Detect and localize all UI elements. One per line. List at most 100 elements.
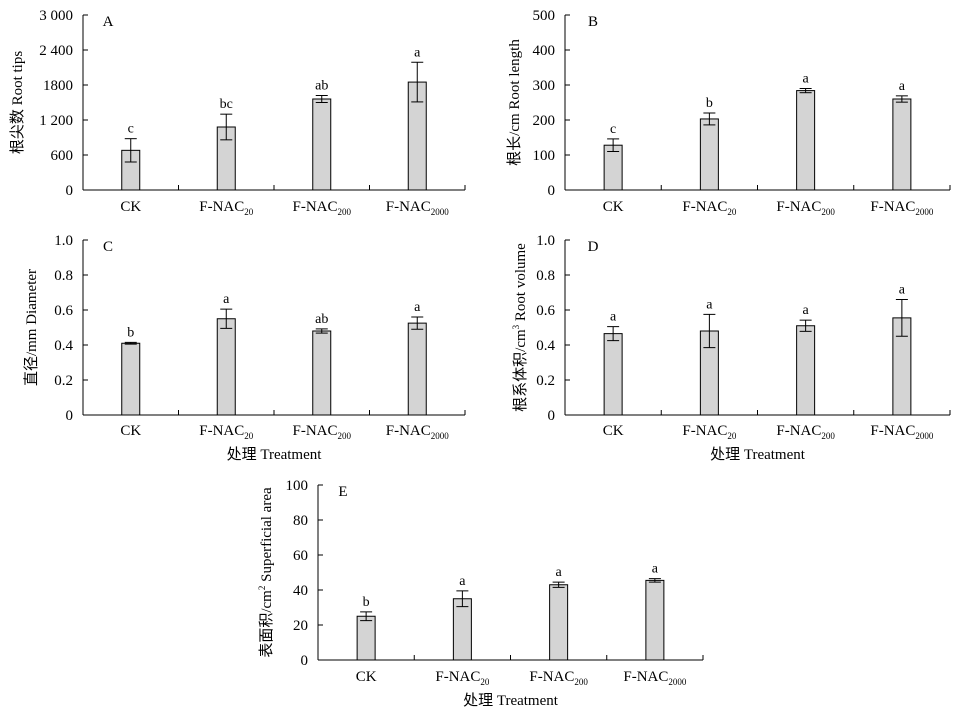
panel-b-category-label: F-NAC2000: [870, 199, 934, 217]
panel-d-category-label: F-NAC20: [682, 423, 737, 441]
panel-b-y-tick-label: 200: [533, 113, 556, 129]
panel-e-significance-letter: a: [459, 574, 466, 589]
panel-e-y-tick-label: 80: [293, 513, 308, 529]
panel-c-y-tick-label: 0.2: [54, 373, 73, 389]
panel-d-significance-letter: a: [610, 310, 617, 325]
panel-a-significance-letter: bc: [220, 97, 233, 112]
panel-d-y-tick-label: 1.0: [536, 233, 555, 249]
panel-b-y-axis-label: 根长/cm Root length: [506, 39, 523, 166]
panel-b-y-tick-label: 0: [548, 183, 556, 199]
panel-b-y-tick-label: 500: [533, 8, 556, 24]
panel-b-bar: [892, 98, 912, 191]
panel-d-y-tick-label: 0.8: [536, 268, 555, 284]
panel-e-bar: [549, 584, 569, 661]
panel-b-significance-letter: b: [706, 96, 713, 111]
panel-e-error-bar: [648, 578, 661, 583]
panel-d-y-tick-label: 0: [548, 408, 556, 424]
panel-e-y-tick-label: 0: [301, 653, 309, 669]
panel-b-category-label: F-NAC20: [682, 199, 737, 217]
panel-c-y-tick-label: 0.4: [54, 338, 73, 354]
panel-e-category-label: F-NAC20: [435, 669, 490, 687]
panel-b-y-tick-label: 400: [533, 43, 556, 59]
panel-e-bar: [645, 579, 665, 661]
panel-a-y-tick-label: 1800: [43, 78, 73, 94]
panel-c-bar: [312, 330, 332, 416]
panel-e-bar: [356, 615, 376, 661]
panel-b: 0 100 200 300 400 500 c CK b F-NAC20 a F-NAC200 a F-N…: [506, 8, 951, 217]
panel-c-significance-letter: a: [414, 300, 421, 315]
panel-e-error-bar: [456, 590, 469, 608]
panel-d-significance-letter: a: [706, 297, 713, 312]
panel-b-label: B: [588, 14, 598, 30]
panel-a-significance-letter: ab: [315, 79, 328, 94]
panel-c-error-bar: [411, 316, 424, 330]
panel-a: 0 600 1 200 1800 2 400 3 000 c CK bc F-NAC20 ab F-N…: [9, 8, 466, 217]
panel-c-y-axis-label: 直径/mm Diameter: [23, 269, 40, 386]
panel-e-significance-letter: b: [363, 595, 370, 610]
panel-d-y-tick-label: 0.4: [536, 338, 555, 354]
panel-b-error-bar: [895, 95, 908, 103]
panel-d-significance-letter: a: [899, 283, 906, 298]
panel-d-x-axis-label: 处理 Treatment: [710, 446, 806, 463]
panel-e-category-label: F-NAC200: [529, 669, 588, 687]
panel-e-category-label: F-NAC2000: [623, 669, 687, 687]
panel-a-y-tick-label: 600: [51, 148, 74, 164]
panel-c-y-tick-label: 0.6: [54, 303, 73, 319]
panel-b-bar: [699, 118, 719, 191]
panel-b-error-bar: [799, 88, 812, 94]
panel-d-error-bar: [895, 299, 908, 337]
panel-c-category-label: F-NAC200: [292, 423, 351, 441]
panel-b-error-bar: [607, 138, 620, 152]
panel-a-y-tick-label: 3 000: [39, 8, 73, 24]
panel-c-bar: [216, 318, 236, 416]
panel-c-y-tick-label: 1.0: [54, 233, 73, 249]
panel-a-y-tick-label: 0: [66, 183, 74, 199]
panel-b-y-tick-label: 300: [533, 78, 556, 94]
panel-b-error-bar: [703, 112, 716, 126]
panel-e-category-label: CK: [356, 669, 377, 685]
panel-a-error-bar: [124, 138, 137, 163]
panel-d-y-tick-label: 0.6: [536, 303, 555, 319]
panel-a-label: A: [103, 14, 114, 30]
panel-c-error-bar: [124, 341, 137, 345]
panel-d-category-label: F-NAC2000: [870, 423, 934, 441]
panel-c-label: C: [103, 239, 113, 255]
panel-d-error-bar: [703, 313, 716, 349]
panel-d-significance-letter: a: [803, 303, 810, 318]
panel-e-error-bar: [360, 611, 373, 622]
panel-d: 0 0.2 0.4 0.6 0.8 1.0 a CK a F-NAC20 a F-NAC200 a F-N…: [511, 233, 951, 463]
panel-c-y-tick-label: 0.8: [54, 268, 73, 284]
panel-b-significance-letter: a: [899, 79, 906, 94]
panel-e-y-tick-label: 100: [286, 478, 309, 494]
panel-a-y-tick-label: 2 400: [39, 43, 73, 59]
panel-b-y-tick-label: 100: [533, 148, 556, 164]
panel-d-bar: [603, 333, 623, 416]
panel-c-significance-letter: b: [127, 325, 134, 340]
panel-b-significance-letter: c: [610, 122, 616, 137]
panel-a-category-label: CK: [120, 199, 141, 215]
panel-d-label: D: [588, 239, 599, 255]
panel-b-category-label: F-NAC200: [776, 199, 835, 217]
panel-a-bar: [312, 98, 332, 191]
panel-e-error-bar: [552, 581, 565, 588]
panel-d-category-label: F-NAC200: [776, 423, 835, 441]
panel-e-y-tick-label: 40: [293, 583, 308, 599]
panel-c-significance-letter: a: [223, 292, 230, 307]
panel-a-y-axis-label: 根尖数 Root tips: [9, 51, 26, 155]
panel-d-y-axis-label: 根系体积/cm3 Root volume: [511, 243, 529, 412]
panel-d-error-bar: [607, 326, 620, 342]
panel-c-x-axis-label: 处理 Treatment: [227, 446, 323, 463]
panel-c: 0 0.2 0.4 0.6 0.8 1.0 b CK a F-NAC20 ab F-NAC200 a F-…: [23, 233, 466, 463]
panel-c-bar: [121, 342, 141, 416]
panel-e-y-tick-label: 20: [293, 618, 308, 634]
panel-e-y-tick-label: 60: [293, 548, 308, 564]
panel-e-bar: [452, 598, 472, 661]
panel-c-category-label: F-NAC20: [199, 423, 254, 441]
panel-d-error-bar: [799, 319, 812, 332]
panel-a-category-label: F-NAC2000: [386, 199, 450, 217]
panel-a-category-label: F-NAC200: [292, 199, 351, 217]
panel-b-bar: [796, 90, 816, 191]
panel-a-error-bar: [411, 61, 424, 103]
panel-d-y-tick-label: 0.2: [536, 373, 555, 389]
